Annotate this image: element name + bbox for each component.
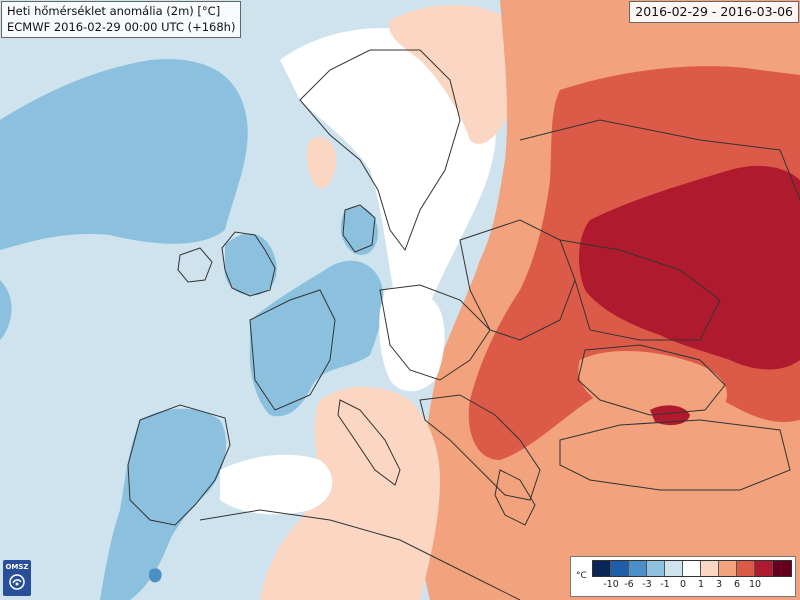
model-run-info: ECMWF 2016-02-29 00:00 UTC (+168h)	[7, 20, 236, 34]
cold-anomaly-western-europe	[249, 260, 384, 417]
legend-swatch-1	[611, 561, 629, 576]
cold-anomaly-denmark	[340, 206, 378, 255]
neutral-scandinavia	[280, 28, 496, 331]
legend-swatches	[592, 560, 792, 577]
cold-anomaly-iberia	[100, 408, 227, 600]
legend-tick-label: -6	[624, 579, 634, 590]
coastline-france	[249, 289, 336, 411]
legend-swatch-2	[629, 561, 647, 576]
legend-swatch-7	[719, 561, 737, 576]
coastline-turkey	[559, 419, 791, 491]
legend-swatch-10	[773, 561, 791, 576]
coastline-black-sea	[577, 344, 726, 416]
legend-tick-label: 1	[697, 579, 705, 590]
border-central-europe	[379, 284, 491, 381]
legend-swatch-6	[701, 561, 719, 576]
omsz-logo-text: OMSZ	[5, 563, 29, 571]
coastline-italy	[337, 399, 401, 486]
coastline-scandinavia	[299, 49, 461, 252]
coastline-greece	[494, 469, 536, 526]
country-borders	[127, 49, 800, 600]
hot-anomaly-turkey	[650, 405, 690, 426]
legend-swatch-5	[683, 561, 701, 576]
legend-swatch-3	[647, 561, 665, 576]
legend-tick-label: 0	[679, 579, 687, 590]
omsz-logo: OMSZ	[3, 560, 31, 596]
map-title-box: Heti hőmérséklet anomália (2m) [°C] ECMW…	[1, 1, 242, 38]
neutral-central-europe	[379, 286, 445, 392]
hot-anomaly-ukraine-russia	[578, 165, 800, 370]
coastline-balkans	[419, 394, 541, 501]
coastline-ireland	[177, 247, 213, 283]
legend-swatch-8	[737, 561, 755, 576]
warm-light-norway-coast	[306, 136, 336, 189]
warm-light-scandinavia	[389, 5, 522, 144]
legend-unit: °C	[576, 571, 587, 581]
omsz-logo-icon	[9, 574, 25, 590]
border-ukraine	[559, 239, 721, 341]
legend-swatch-9	[755, 561, 773, 576]
legend-tick-label: -1	[660, 579, 670, 590]
color-legend: °C -10 -6 -3 -1 0 1 3 6 10	[570, 556, 796, 597]
forecast-period-label: 2016-02-29 - 2016-03-06	[629, 1, 799, 23]
cold-anomaly-atlantic	[0, 59, 248, 250]
map-title: Heti hőmérséklet anomália (2m) [°C]	[7, 4, 221, 18]
legend-tick-label: -10	[603, 579, 619, 590]
legend-tick-label: 10	[748, 579, 762, 590]
cold-anomaly-iberia-core	[148, 568, 162, 583]
warm-light-mediterranean	[260, 386, 440, 600]
border-russia	[519, 119, 800, 201]
coastline-britain	[221, 231, 276, 297]
coastline-denmark	[342, 204, 376, 253]
legend-tick-label: 6	[733, 579, 741, 590]
cold-anomaly-atlantic-south	[0, 280, 12, 340]
coastline-north-africa	[199, 509, 521, 600]
neutral-north-africa	[220, 454, 333, 515]
border-eastern-europe	[459, 219, 576, 341]
legend-ticks: -10 -6 -3 -1 0 1 3 6 10	[592, 579, 791, 593]
legend-tick-label: -3	[642, 579, 652, 590]
legend-swatch-4	[665, 561, 683, 576]
coastline-iberia	[127, 404, 231, 526]
legend-tick-label: 3	[715, 579, 723, 590]
legend-swatch-0	[593, 561, 611, 576]
